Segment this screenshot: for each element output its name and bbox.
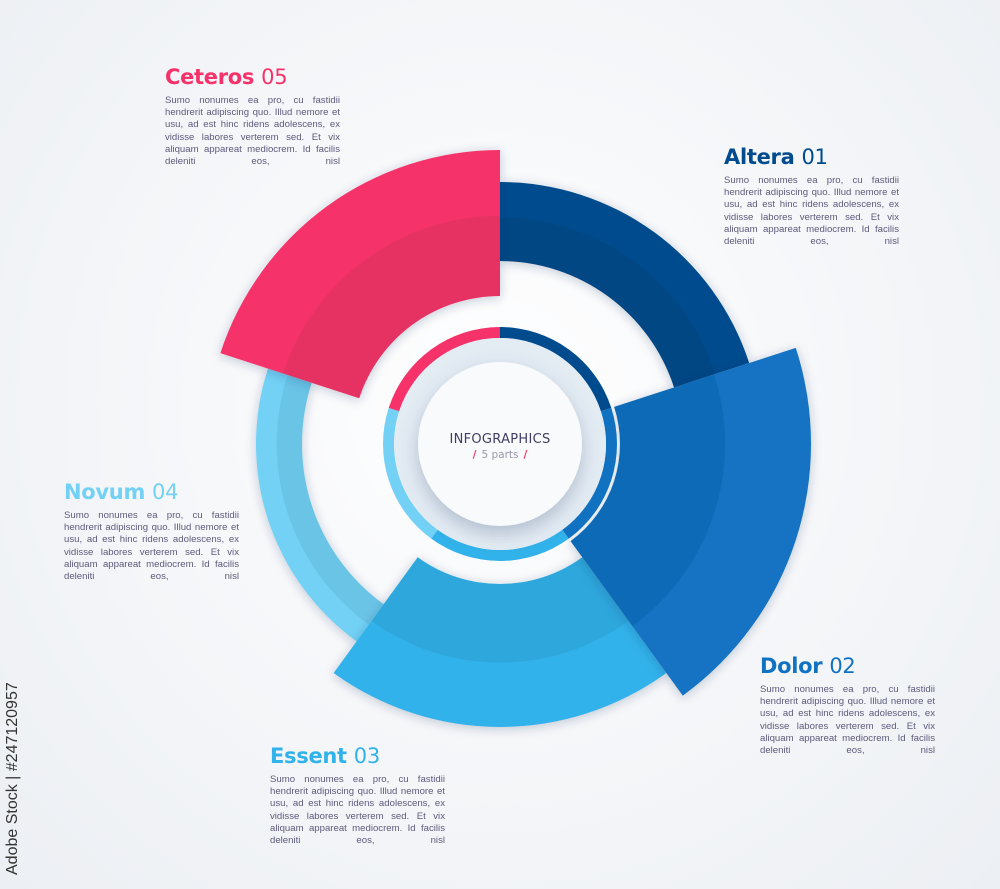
segment-shade [276, 374, 384, 625]
segment-shade [570, 374, 726, 627]
label-text: Sumo nonumes ea pro, cu fastidii hendrer… [64, 510, 239, 583]
center-title: INFOGRAPHICS [449, 432, 551, 447]
segment-shade [282, 215, 500, 399]
label-title: Novum 04 [64, 480, 179, 504]
segment-shade [500, 217, 716, 388]
label-dolor: Dolor 02 Sumo nonumes ea pro, cu fastidi… [760, 654, 935, 757]
segment-shade [371, 557, 629, 663]
segment-altera [500, 182, 750, 388]
label-novum: Novum 04 Sumo nonumes ea pro, cu fastidi… [64, 480, 239, 583]
inner-ring-dolor [562, 407, 618, 539]
label-essent: Essent 03 Sumo nonumes ea pro, cu fastid… [270, 744, 445, 847]
label-title: Ceteros 05 [165, 65, 288, 89]
label-text: Sumo nonumes ea pro, cu fastidii hendrer… [165, 95, 340, 168]
segment-dolor [570, 347, 811, 696]
inner-ring-altera [500, 327, 612, 412]
label-text: Sumo nonumes ea pro, cu fastidii hendrer… [724, 175, 899, 248]
inner-ring-ceteros [388, 327, 500, 412]
label-text: Sumo nonumes ea pro, cu fastidii hendrer… [760, 684, 935, 757]
label-altera: Altera 01 Sumo nonumes ea pro, cu fastid… [724, 145, 899, 248]
inner-ring-essent [431, 529, 569, 562]
label-title: Altera 01 [724, 145, 828, 169]
inner-ring-novum [382, 407, 438, 539]
label-text: Sumo nonumes ea pro, cu fastidii hendrer… [270, 774, 445, 847]
segment-essent [333, 557, 667, 727]
label-title: Essent 03 [270, 744, 380, 768]
label-ceteros: Ceteros 05 Sumo nonumes ea pro, cu fasti… [165, 65, 340, 168]
center-disk [418, 362, 582, 526]
label-title: Dolor 02 [760, 654, 856, 678]
segment-ceteros [220, 150, 500, 399]
watermark: Adobe Stock | #247120957 [4, 682, 21, 875]
center-subtitle: /5 parts / [472, 449, 528, 461]
segment-novum [255, 368, 384, 642]
